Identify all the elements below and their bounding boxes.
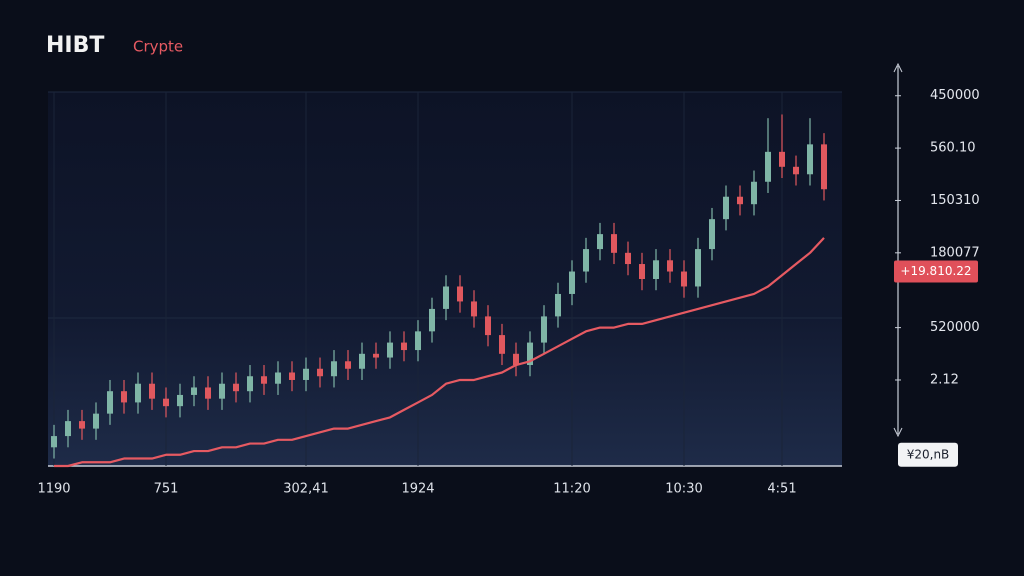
candle-body: [737, 196, 743, 205]
candle-body: [639, 264, 645, 279]
candle-body: [177, 394, 183, 407]
candle-body: [541, 316, 547, 343]
candle-body: [121, 391, 127, 403]
candle-body: [233, 383, 239, 392]
candle-body: [247, 376, 253, 392]
candle-body: [611, 234, 617, 253]
candle-body: [625, 252, 631, 265]
candle-body: [583, 249, 589, 272]
candle-body: [807, 144, 813, 175]
candle-body: [205, 387, 211, 399]
candles: [51, 114, 827, 459]
candle-body: [93, 413, 99, 429]
candle-body: [695, 249, 701, 287]
candle-body: [289, 372, 295, 380]
x-tick-label: 1924: [401, 482, 434, 497]
candle-body: [191, 387, 197, 395]
candle-body: [401, 342, 407, 351]
candle-body: [429, 308, 435, 332]
trend-line: [54, 237, 825, 468]
candle-body: [149, 383, 155, 399]
candle-body: [219, 383, 225, 399]
candle-body: [373, 353, 379, 358]
candle-body: [415, 331, 421, 351]
candle-body: [821, 144, 827, 190]
candle-body: [331, 361, 337, 377]
candle-body: [485, 316, 491, 336]
logo-title: HIBT: [46, 33, 104, 58]
candle-body: [499, 335, 505, 354]
candle-body: [51, 436, 57, 448]
candle-body: [303, 368, 309, 380]
candle-body: [779, 151, 785, 167]
x-tick-label: 10:30: [665, 482, 702, 497]
y-tick-label: 450000: [930, 88, 980, 103]
candle-body: [527, 342, 533, 366]
y-tick-label: 2.12: [930, 372, 959, 387]
x-tick-label: 11:20: [553, 482, 590, 497]
logo-subtitle: Crypte: [133, 38, 183, 56]
candle-body: [345, 361, 351, 369]
price-tag-label: +19.810.22: [900, 264, 971, 278]
candle-body: [793, 166, 799, 175]
y-tick-label: 180077: [930, 245, 980, 260]
candle-body: [457, 286, 463, 302]
axis-arrow: [893, 62, 903, 73]
labels: 450000 560.10 150310 180077 520000 2.12 +19.81…: [37, 88, 979, 496]
x-tick-label: 4:51: [767, 482, 796, 497]
candle-body: [275, 372, 281, 384]
candle-body: [443, 286, 449, 309]
candle-body: [135, 383, 141, 403]
candle-body: [751, 181, 757, 205]
lines: [54, 237, 825, 468]
candle-body: [107, 391, 113, 414]
candle-body: [317, 368, 323, 377]
candle-body: [513, 353, 519, 366]
y-tick-label: 520000: [930, 320, 980, 335]
candle-body: [163, 398, 169, 407]
candle-body: [723, 196, 729, 220]
plot-area: [48, 92, 842, 466]
y-tick-label: 560.10: [930, 141, 976, 156]
axis-arrow: [893, 427, 903, 438]
candle-body: [597, 234, 603, 250]
candle-body: [653, 260, 659, 279]
x-tick-label: 1190: [37, 482, 70, 497]
candle-body: [471, 301, 477, 317]
candle-body: [359, 353, 365, 369]
candle-body: [65, 421, 71, 437]
axis-value-label: ¥20,nB: [907, 447, 950, 461]
axis-value-box: [898, 442, 958, 467]
candle-body: [765, 151, 771, 182]
x-tick-label: 751: [154, 482, 179, 497]
y-tick-label: 150310: [930, 193, 980, 208]
candle-body: [709, 219, 715, 250]
candle-body: [667, 260, 673, 272]
candle-body: [555, 293, 561, 317]
candle-body: [79, 421, 85, 429]
candle-body: [569, 271, 575, 294]
candle-body: [261, 376, 267, 384]
price-tag-box: [894, 260, 978, 283]
x-tick-label: 302,41: [283, 482, 329, 497]
candle-body: [387, 342, 393, 358]
candle-body: [681, 271, 687, 287]
